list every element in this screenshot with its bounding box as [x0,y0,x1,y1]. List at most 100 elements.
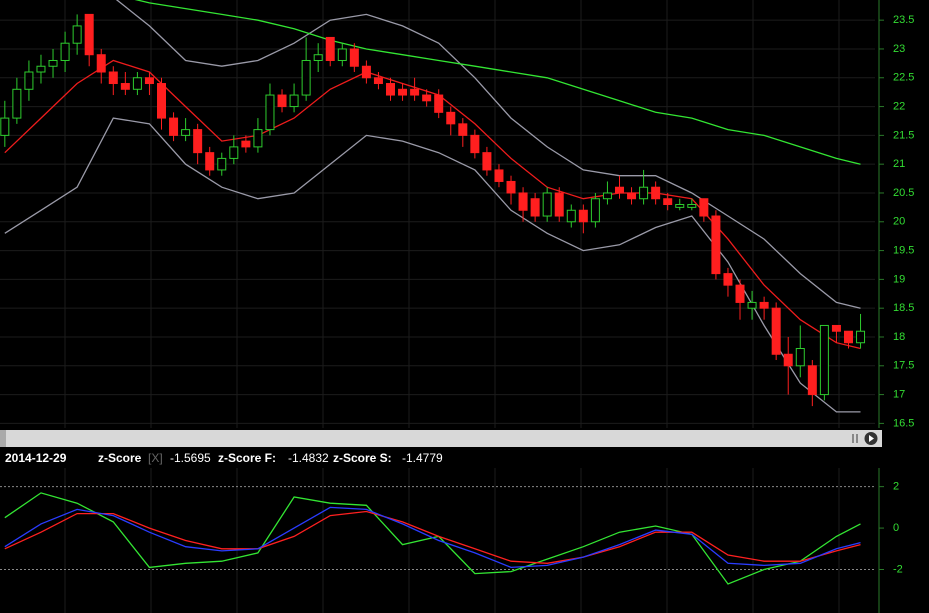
candle-body [723,273,733,286]
candle-body [24,71,34,90]
candle-body [506,180,516,194]
legend-label: z-Score F: [218,451,276,465]
candle-body [84,13,94,56]
y-tick-label: 22 [893,100,905,112]
scroll-left[interactable] [0,430,6,447]
candle-body [132,77,142,90]
line [4,117,861,413]
y-tick-label: 2 [893,481,899,493]
candle-body [48,59,58,67]
y-tick-label: 19.5 [893,244,914,256]
y-tick-label: 16.5 [893,417,914,429]
candle-body [747,301,757,309]
legend-label: z-Score [98,451,142,465]
candle-body [590,198,600,223]
legend-value: -1.4779 [402,451,443,465]
candle-body [96,54,106,73]
candle-body [169,117,179,136]
scroll-grip[interactable] [852,434,854,443]
candle-body [72,25,82,44]
scroll-right-arrow [869,435,874,442]
candle-body [434,94,444,113]
candle-body [313,54,323,61]
candle-body [36,65,46,73]
candle-body [385,83,395,96]
legend-header: 2014-12-29 z-Score [X] -1.5695 z-Score F… [5,451,443,465]
candle-body [518,192,528,211]
candle-body [554,192,564,217]
candle-body [687,203,697,208]
candle-body [193,129,203,154]
candle-body [325,36,335,61]
candle-body [651,186,661,200]
candle-body [301,59,311,96]
candle-body [458,123,468,136]
y-tick-label: 21 [893,158,905,170]
candle-body [482,152,492,171]
legend-label: z-Score S: [333,451,392,465]
y-tick-label: 19 [893,273,905,285]
candle-body [0,117,10,136]
line [134,0,861,165]
candle-body [470,134,480,154]
candle-body [783,353,793,367]
scroll-grip[interactable] [856,434,858,443]
candle-body [337,48,347,61]
candle-body [578,209,588,223]
y-tick-label: 20.5 [893,187,914,199]
candle-body [530,198,540,217]
candle-body [446,111,456,125]
candle-body [157,83,167,119]
candle-body [144,77,154,85]
y-tick-label: 23.5 [893,14,914,26]
candle-body [12,88,22,119]
candle-body [614,186,624,194]
legend-value: -1.4832 [288,451,329,465]
candle-body [181,129,191,136]
candle-body [699,198,709,217]
line [4,510,861,564]
y-tick-label: 22.5 [893,72,914,84]
candle-body [771,307,781,355]
candle-body [542,192,552,217]
candle-body [843,330,853,344]
date: 2014-12-29 [5,451,67,465]
scrollbar[interactable] [0,430,882,447]
y-tick-label: 21.5 [893,129,914,141]
candle-body [205,152,215,171]
candle-body [217,157,227,171]
candle-body [494,169,504,182]
candle-body [361,65,371,79]
candle-body [735,284,745,303]
candle-body [759,301,769,309]
line [115,0,861,309]
candle-body [627,192,637,200]
candle-body [807,365,817,396]
candle-body [398,88,408,96]
candle-body [819,324,829,396]
y-tick-label: 20 [893,216,905,228]
line [4,506,861,569]
close-button[interactable]: [X] [148,451,163,465]
candle-body [108,71,118,85]
candle-body [602,192,612,200]
candle-body [349,48,359,67]
y-tick-label: 18.5 [893,302,914,314]
candle-body [241,140,251,148]
candle-body [831,324,841,332]
candle-body [229,146,239,159]
y-tick-label: 18 [893,331,905,343]
candle-body [265,94,275,131]
candle-body [373,77,383,85]
candle-body [675,203,685,208]
plot-area [4,492,861,585]
candle-body [253,129,263,148]
plot-area [0,0,866,413]
candle-body [639,186,649,200]
legend-value: -1.5695 [170,451,211,465]
y-tick-label: 0 [893,522,899,534]
y-tick-label: 23 [893,43,905,55]
